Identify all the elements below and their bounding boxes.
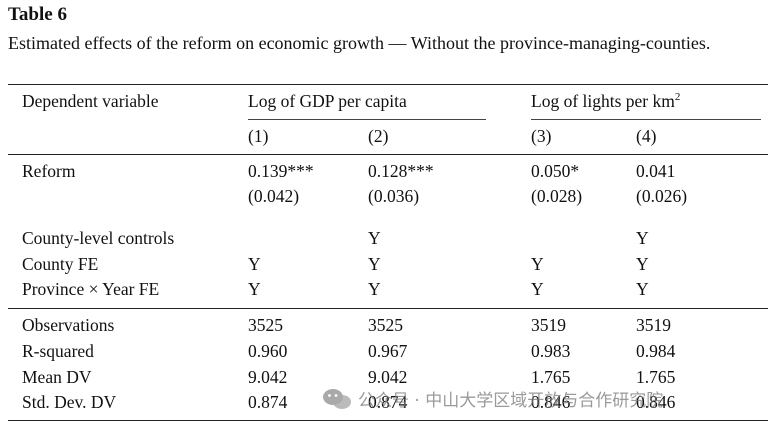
r-squared-1: 0.960 bbox=[248, 341, 288, 361]
r-squared-2: 0.967 bbox=[368, 341, 408, 361]
observations-1: 3525 bbox=[248, 315, 283, 335]
mean-dv-1: 9.042 bbox=[248, 367, 288, 387]
header-group-lights-text: Log of lights per km bbox=[531, 91, 675, 111]
top-rule bbox=[8, 84, 768, 85]
std-dv-1: 0.874 bbox=[248, 392, 288, 412]
prov-year-fe-4: Y bbox=[636, 279, 649, 299]
reform-coef-4: 0.041 bbox=[636, 161, 676, 181]
group-rule-gdp bbox=[248, 119, 486, 120]
prov-year-fe-2: Y bbox=[368, 279, 381, 299]
observations-4: 3519 bbox=[636, 315, 671, 335]
controls-4: Y bbox=[636, 228, 649, 248]
mean-dv-4: 1.765 bbox=[636, 367, 676, 387]
mean-dv-2: 9.042 bbox=[368, 367, 408, 387]
header-group-gdp: Log of GDP per capita bbox=[248, 91, 407, 111]
reform-se-4: (0.026) bbox=[636, 186, 688, 206]
header-rule bbox=[8, 154, 768, 155]
header-dependent-variable: Dependent variable bbox=[22, 91, 159, 111]
row-label-observations: Observations bbox=[22, 315, 115, 335]
county-fe-2: Y bbox=[368, 254, 381, 274]
bottom-rule bbox=[8, 420, 768, 421]
r-squared-4: 0.984 bbox=[636, 341, 676, 361]
county-fe-1: Y bbox=[248, 254, 261, 274]
header-col-1: (1) bbox=[248, 126, 269, 146]
watermark: 公众号 · 中山大学区域开放与合作研究院 bbox=[322, 386, 663, 411]
prov-year-fe-1: Y bbox=[248, 279, 261, 299]
county-fe-3: Y bbox=[531, 254, 544, 274]
reform-coef-2: 0.128*** bbox=[368, 161, 434, 181]
wechat-icon bbox=[323, 388, 351, 409]
row-label-reform: Reform bbox=[22, 161, 76, 181]
header-col-3: (3) bbox=[531, 126, 552, 146]
row-label-controls: County-level controls bbox=[22, 228, 175, 248]
reform-se-3: (0.028) bbox=[531, 186, 583, 206]
header-col-2: (2) bbox=[368, 126, 389, 146]
reform-coef-3: 0.050* bbox=[531, 161, 580, 181]
std-dv-2: 0.874 bbox=[368, 392, 408, 412]
std-dv-3: 0.846 bbox=[531, 392, 571, 412]
mean-dv-3: 1.765 bbox=[531, 367, 571, 387]
controls-2: Y bbox=[368, 228, 381, 248]
observations-3: 3519 bbox=[531, 315, 566, 335]
header-group-lights: Log of lights per km2 bbox=[531, 90, 680, 112]
observations-2: 3525 bbox=[368, 315, 403, 335]
header-group-lights-sup: 2 bbox=[674, 91, 681, 103]
table-title: Estimated effects of the reform on econo… bbox=[8, 33, 711, 53]
table-label: Table 6 bbox=[8, 4, 67, 25]
stats-rule bbox=[8, 308, 768, 309]
row-label-mean-dv: Mean DV bbox=[22, 367, 92, 387]
group-rule-lights bbox=[531, 119, 761, 120]
county-fe-4: Y bbox=[636, 254, 649, 274]
header-col-4: (4) bbox=[636, 126, 657, 146]
std-dv-4: 0.846 bbox=[636, 392, 676, 412]
reform-se-2: (0.036) bbox=[368, 186, 420, 206]
prov-year-fe-3: Y bbox=[531, 279, 544, 299]
row-label-std-dev-dv: Std. Dev. DV bbox=[22, 392, 117, 412]
r-squared-3: 0.983 bbox=[531, 341, 571, 361]
row-label-county-fe: County FE bbox=[22, 254, 99, 274]
row-label-province-year-fe: Province × Year FE bbox=[22, 279, 160, 299]
reform-se-1: (0.042) bbox=[248, 186, 300, 206]
reform-coef-1: 0.139*** bbox=[248, 161, 314, 181]
watermark-text: 公众号 · 中山大学区域开放与合作研究院 bbox=[358, 391, 664, 411]
row-label-r-squared: R-squared bbox=[22, 341, 94, 361]
